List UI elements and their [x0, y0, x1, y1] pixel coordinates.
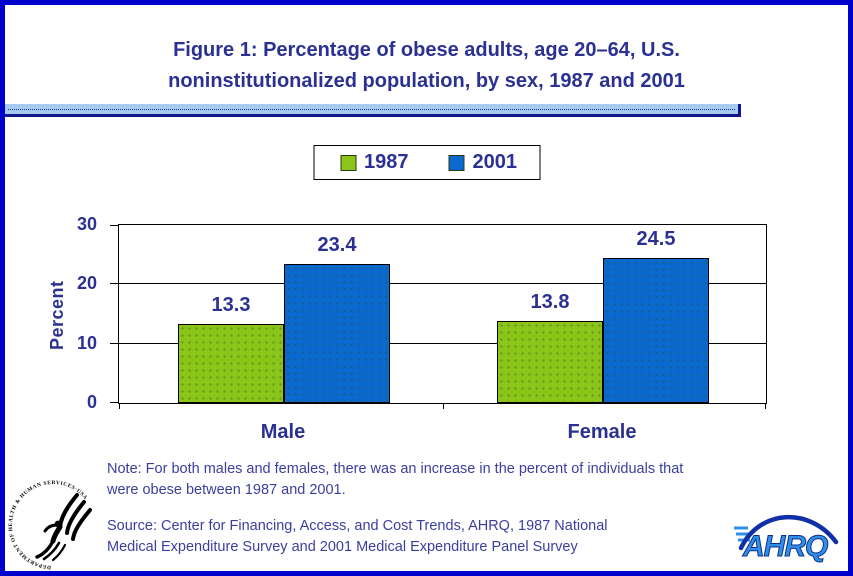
x-category-label-male: Male	[260, 421, 306, 443]
note-text: Note: For both males and females, there …	[107, 459, 683, 501]
bar-slot-female-1987: 13.8	[497, 225, 603, 403]
bar-female-1987	[497, 321, 603, 403]
x-category-label-female: Female	[567, 421, 637, 443]
y-tick-label-0: 0	[86, 392, 97, 412]
plot-area: 13.3 23.4 13.8 24.5	[110, 224, 767, 409]
gridline-10	[119, 342, 766, 344]
y-tick-10	[110, 342, 119, 344]
chart-legend: 1987 2001	[313, 145, 540, 180]
ahrq-logo-text: AHRQ	[742, 530, 828, 563]
bar-group-male: 13.3 23.4	[178, 225, 390, 403]
bar-female-2001	[603, 258, 709, 403]
figure-title: Figure 1: Percentage of obese adults, ag…	[5, 35, 848, 97]
y-tick-label-30: 30	[76, 214, 97, 234]
y-axis-tick-labels: 0 10 20 30	[61, 214, 105, 412]
legend-item-2001: 2001	[448, 151, 518, 174]
note-line2: were obese between 1987 and 2001.	[107, 482, 346, 498]
x-tick-1	[443, 403, 444, 409]
legend-label-1987: 1987	[364, 151, 409, 173]
legend-swatch-2001	[448, 154, 465, 171]
data-label-male-1987: 13.3	[211, 294, 251, 316]
title-divider-bar	[5, 104, 741, 117]
ahrq-logo-icon: AHRQ	[734, 515, 839, 564]
bar-male-1987	[178, 324, 284, 403]
bar-slot-female-2001: 24.5	[603, 225, 709, 403]
source-line1: Source: Center for Financing, Access, an…	[107, 518, 608, 534]
bar-slot-male-1987: 13.3	[178, 225, 284, 403]
title-divider-dots	[8, 109, 735, 110]
data-label-female-1987: 13.8	[530, 291, 570, 313]
figure-title-line2: noninstitutionalized population, by sex,…	[168, 70, 685, 92]
data-label-female-2001: 24.5	[636, 228, 676, 250]
y-tick-30	[110, 225, 119, 226]
bar-group-female: 13.8 24.5	[497, 225, 709, 403]
legend-label-2001: 2001	[472, 151, 518, 173]
source-text: Source: Center for Financing, Access, an…	[107, 516, 608, 558]
hhs-eagle-logo-icon: DEPARTMENT OF HEALTH & HUMAN SERVICES·US…	[8, 480, 92, 570]
data-label-male-2001: 23.4	[317, 234, 357, 256]
y-tick-20	[110, 283, 119, 285]
legend-swatch-1987	[340, 154, 356, 171]
bar-male-2001	[284, 264, 390, 403]
y-tick-0	[110, 402, 119, 403]
x-tick-0	[119, 403, 120, 409]
x-tick-2	[765, 403, 766, 409]
legend-item-1987: 1987	[340, 151, 409, 174]
source-line2: Medical Expenditure Survey and 2001 Medi…	[107, 539, 578, 555]
note-line1: Note: For both males and females, there …	[107, 461, 684, 477]
y-tick-label-20: 20	[76, 273, 97, 294]
y-tick-label-10: 10	[76, 332, 97, 353]
figure-title-line1: Figure 1: Percentage of obese adults, ag…	[173, 39, 680, 61]
gridline-20	[119, 283, 766, 285]
bar-slot-male-2001: 23.4	[284, 225, 390, 403]
